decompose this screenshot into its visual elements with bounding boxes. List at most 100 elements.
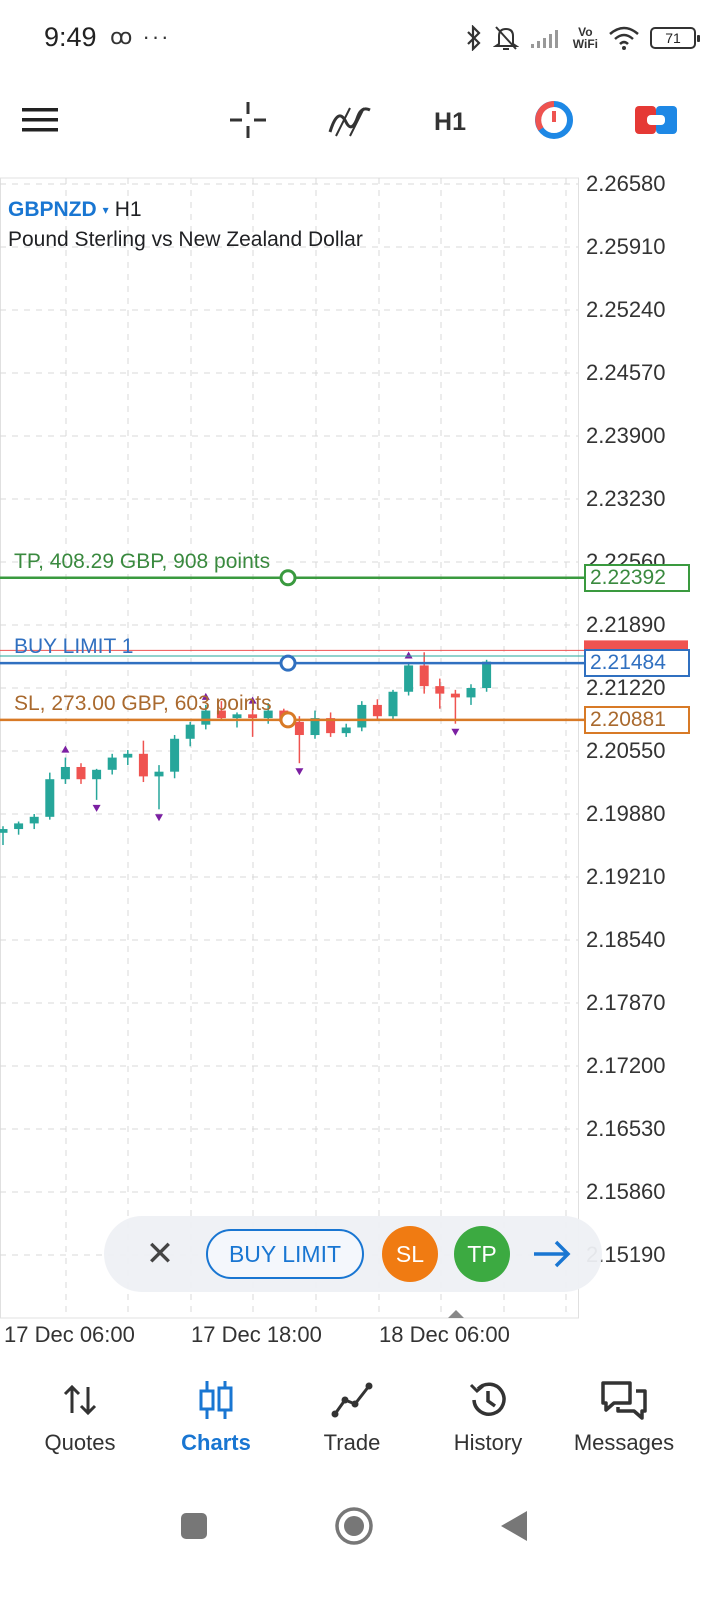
buy-limit-line-label: BUY LIMIT 1: [14, 635, 134, 659]
candle-body: [201, 710, 211, 725]
fractal-up-marker: [404, 651, 413, 659]
nav-trade[interactable]: Trade: [284, 1372, 420, 1482]
candle-body: [388, 691, 398, 717]
candle-body: [123, 753, 133, 758]
symbol-period: H1: [114, 198, 142, 221]
trade-icon: [284, 1372, 420, 1428]
price-axis-label: 2.23900: [586, 423, 666, 448]
candle-body: [482, 661, 492, 688]
candlestick-chart[interactable]: [0, 176, 720, 1356]
buy-limit-button[interactable]: BUY LIMIT: [206, 1229, 364, 1279]
candle-body: [466, 688, 476, 698]
order-action-bar: ✕ BUY LIMIT SL TP: [104, 1216, 602, 1292]
status-time: 9:49: [44, 22, 97, 52]
indicators-button[interactable]: [320, 86, 380, 158]
status-bar: 9:49 ꝏ ··· Vo WiFi 71: [0, 0, 720, 76]
menu-button[interactable]: [10, 86, 70, 158]
one-click-trading-icon: [635, 104, 677, 141]
sl-price-tag: 2.20881: [584, 705, 690, 734]
sl-drag-handle: [279, 711, 297, 729]
buy-limit-drag-handle: [279, 654, 297, 672]
candle-body: [248, 714, 258, 719]
nav-history[interactable]: History: [420, 1372, 556, 1482]
candle-body: [107, 757, 117, 770]
candle-body: [294, 721, 304, 736]
crosshair-icon: [228, 100, 268, 145]
quotes-icon: [12, 1372, 148, 1428]
candle-body: [60, 766, 70, 780]
history-icon: [420, 1372, 556, 1428]
price-axis-label: 2.21890: [586, 612, 666, 637]
candle-body: [92, 769, 102, 780]
square-icon: [180, 1512, 208, 1545]
home-circle-icon: [334, 1506, 374, 1551]
back-triangle-icon: [499, 1509, 529, 1548]
nav-messages[interactable]: Messages: [556, 1372, 692, 1482]
price-axis-label: 2.21220: [586, 675, 666, 700]
candle-body: [263, 710, 273, 719]
candle-body: [154, 771, 164, 777]
nav-charts[interactable]: Charts: [148, 1372, 284, 1482]
time-scroll-marker: [448, 1310, 464, 1318]
crosshair-button[interactable]: [218, 86, 278, 158]
price-axis-label: 2.26580: [586, 171, 666, 196]
candle-body: [14, 823, 24, 830]
fractal-up-marker: [201, 692, 210, 700]
chart-area[interactable]: GBPNZD ▾ H1 Pound Sterling vs New Zealan…: [0, 171, 720, 1356]
timer-button[interactable]: [524, 86, 584, 158]
sl-line-label: SL, 273.00 GBP, 603 points: [14, 691, 272, 715]
fractal-up-marker: [61, 745, 70, 753]
nav-quotes-label: Quotes: [44, 1430, 116, 1455]
symbol-description: Pound Sterling vs New Zealand Dollar: [8, 228, 363, 251]
timeframe-button[interactable]: H1: [434, 107, 466, 136]
tp-line-label: TP, 408.29 GBP, 908 points: [14, 549, 271, 573]
close-order-button[interactable]: ✕: [145, 1235, 175, 1273]
nav-history-label: History: [453, 1430, 523, 1455]
price-axis-label: 2.17870: [586, 990, 666, 1015]
price-axis-label: 2.20550: [586, 738, 666, 763]
vowifi-icon: Vo WiFi: [572, 25, 598, 51]
price-axis-label: 2.24570: [586, 360, 666, 385]
one-click-trading-button[interactable]: [626, 86, 686, 158]
price-axis-label: 2.17200: [586, 1053, 666, 1078]
place-order-button[interactable]: [530, 1232, 574, 1276]
home-button[interactable]: [332, 1506, 376, 1550]
fractal-down-marker: [451, 728, 460, 736]
sl-button[interactable]: SL: [382, 1226, 438, 1282]
candle-body: [435, 686, 445, 694]
bottom-navigation: Quotes Charts Trade History Messages: [0, 1372, 720, 1482]
candle-body: [232, 714, 242, 719]
price-axis-label: 2.25240: [586, 297, 666, 322]
tp-button[interactable]: TP: [454, 1226, 510, 1282]
candle-body: [404, 665, 414, 692]
nav-quotes[interactable]: Quotes: [12, 1372, 148, 1482]
nav-charts-label: Charts: [181, 1430, 251, 1455]
price-axis-label: 2.19880: [586, 801, 666, 826]
candle-body: [76, 766, 86, 780]
back-button[interactable]: [492, 1506, 536, 1550]
candle-body: [216, 710, 226, 719]
arrow-right-icon: [530, 1240, 574, 1280]
time-label-1: 17 Dec 18:00: [191, 1322, 322, 1347]
fractal-down-marker: [155, 814, 163, 822]
candle-body: [0, 829, 8, 833]
candle-body: [138, 753, 148, 777]
recent-apps-button[interactable]: [172, 1506, 216, 1550]
candle-body: [326, 718, 336, 734]
fractal-up-marker: [248, 696, 257, 704]
price-axis-label: 2.16530: [586, 1116, 666, 1141]
menu-icon: [22, 107, 58, 138]
status-right: Vo WiFi 71: [465, 20, 700, 56]
mute-bell-icon: [492, 24, 519, 52]
nav-messages-label: Messages: [573, 1430, 675, 1455]
buy-limit-price-tag: 2.21484: [584, 649, 690, 678]
symbol-name[interactable]: GBPNZD: [8, 198, 97, 221]
candle-body: [372, 704, 382, 717]
signal-icon: [529, 26, 563, 50]
candle-body: [170, 738, 180, 772]
candle-body: [419, 665, 429, 687]
symbol-header: GBPNZD ▾ H1 Pound Sterling vs New Zealan…: [8, 198, 363, 252]
symbol-dropdown-icon[interactable]: ▾: [102, 203, 109, 217]
messages-icon: [556, 1372, 692, 1428]
candle-body: [185, 724, 195, 739]
